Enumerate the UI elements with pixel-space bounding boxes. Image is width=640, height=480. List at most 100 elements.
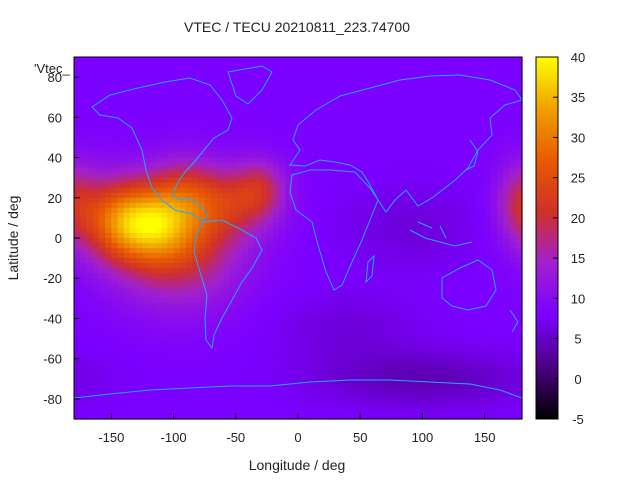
heatmap-cell <box>372 293 380 299</box>
heatmap-cell <box>441 157 448 164</box>
heatmap-cell <box>391 232 399 239</box>
heatmap-cell <box>217 273 224 279</box>
heatmap-cell <box>472 92 480 98</box>
heatmap-cell <box>117 283 125 289</box>
heatmap-cell <box>248 152 256 159</box>
heatmap-cell <box>148 333 156 340</box>
heatmap-cell <box>161 348 168 355</box>
heatmap-cell <box>459 82 467 88</box>
heatmap-cell <box>509 263 517 269</box>
heatmap-cell <box>229 303 237 309</box>
heatmap-cell <box>434 263 442 269</box>
heatmap-cell <box>80 217 88 224</box>
heatmap-cell <box>329 157 336 164</box>
heatmap-cell <box>254 77 262 83</box>
heatmap-cell <box>229 388 237 395</box>
heatmap-cell <box>378 62 386 68</box>
heatmap-cell <box>490 182 498 189</box>
heatmap-cell <box>391 273 399 279</box>
heatmap-cell <box>285 57 293 63</box>
heatmap-cell <box>279 373 287 380</box>
heatmap-cell <box>397 253 405 259</box>
heatmap-cell <box>391 162 399 169</box>
heatmap-cell <box>279 243 287 249</box>
heatmap-cell <box>354 373 361 380</box>
heatmap-cell <box>515 147 523 154</box>
heatmap-cell <box>459 172 467 179</box>
heatmap-cell <box>86 167 94 174</box>
heatmap-cell <box>266 363 274 370</box>
heatmap-cell <box>179 67 187 73</box>
heatmap-cell <box>266 348 274 355</box>
heatmap-cell <box>403 268 411 274</box>
heatmap-cell <box>347 232 355 239</box>
heatmap-cell <box>273 393 280 400</box>
heatmap-cell <box>161 157 168 164</box>
heatmap-cell <box>341 82 349 88</box>
heatmap-cell <box>304 187 312 194</box>
heatmap-cell <box>161 222 168 229</box>
heatmap-cell <box>354 343 361 350</box>
heatmap-cell <box>478 378 486 385</box>
heatmap-cell <box>372 333 380 340</box>
heatmap-cell <box>167 82 175 88</box>
heatmap-cell <box>179 142 187 149</box>
heatmap-cell <box>86 368 94 375</box>
heatmap-cell <box>98 378 106 385</box>
heatmap-cell <box>130 187 137 194</box>
heatmap-cell <box>410 147 417 154</box>
heatmap-cell <box>229 328 237 335</box>
heatmap-cell <box>447 388 455 395</box>
heatmap-cell <box>92 162 100 169</box>
heatmap-cell <box>472 132 480 139</box>
heatmap-cell <box>478 207 486 214</box>
heatmap-cell <box>161 333 168 340</box>
heatmap-cell <box>98 258 106 264</box>
heatmap-cell <box>229 142 237 149</box>
heatmap-cell <box>80 232 88 239</box>
heatmap-cell <box>148 273 156 279</box>
heatmap-cell <box>217 393 224 400</box>
heatmap-cell <box>179 288 187 294</box>
heatmap-cell <box>229 132 237 139</box>
heatmap-cell <box>304 142 312 149</box>
heatmap-cell <box>335 268 343 274</box>
heatmap-cell <box>354 278 361 284</box>
heatmap-cell <box>198 398 206 405</box>
heatmap-cell <box>98 117 106 123</box>
heatmap-cell <box>472 318 480 325</box>
heatmap-cell <box>142 207 150 214</box>
heatmap-cell <box>136 157 144 164</box>
heatmap-cell <box>354 258 361 264</box>
heatmap-cell <box>397 202 405 209</box>
heatmap-cell <box>223 363 231 370</box>
heatmap-cell <box>385 117 392 123</box>
heatmap-cell <box>291 127 299 134</box>
heatmap-cell <box>316 227 324 234</box>
heatmap-cell <box>403 202 411 209</box>
heatmap-cell <box>136 232 144 239</box>
heatmap-cell <box>354 227 361 234</box>
heatmap-cell <box>335 147 343 154</box>
heatmap-cell <box>179 197 187 204</box>
heatmap-cell <box>248 72 256 78</box>
heatmap-cell <box>434 227 442 234</box>
heatmap-cell <box>273 67 280 73</box>
heatmap-cell <box>74 192 81 199</box>
heatmap-cell <box>74 147 81 154</box>
heatmap-cell <box>416 368 424 375</box>
heatmap-cell <box>173 202 181 209</box>
heatmap-cell <box>273 378 280 385</box>
heatmap-cell <box>223 258 231 264</box>
heatmap-cell <box>210 107 218 113</box>
heatmap-cell <box>198 187 206 194</box>
heatmap-cell <box>335 57 343 63</box>
heatmap-cell <box>254 172 262 179</box>
heatmap-cell <box>366 288 374 294</box>
heatmap-cell <box>161 142 168 149</box>
heatmap-cell <box>378 102 386 108</box>
heatmap-cell <box>403 258 411 264</box>
heatmap-cell <box>167 227 175 234</box>
heatmap-cell <box>192 127 200 134</box>
heatmap-cell <box>186 202 193 209</box>
